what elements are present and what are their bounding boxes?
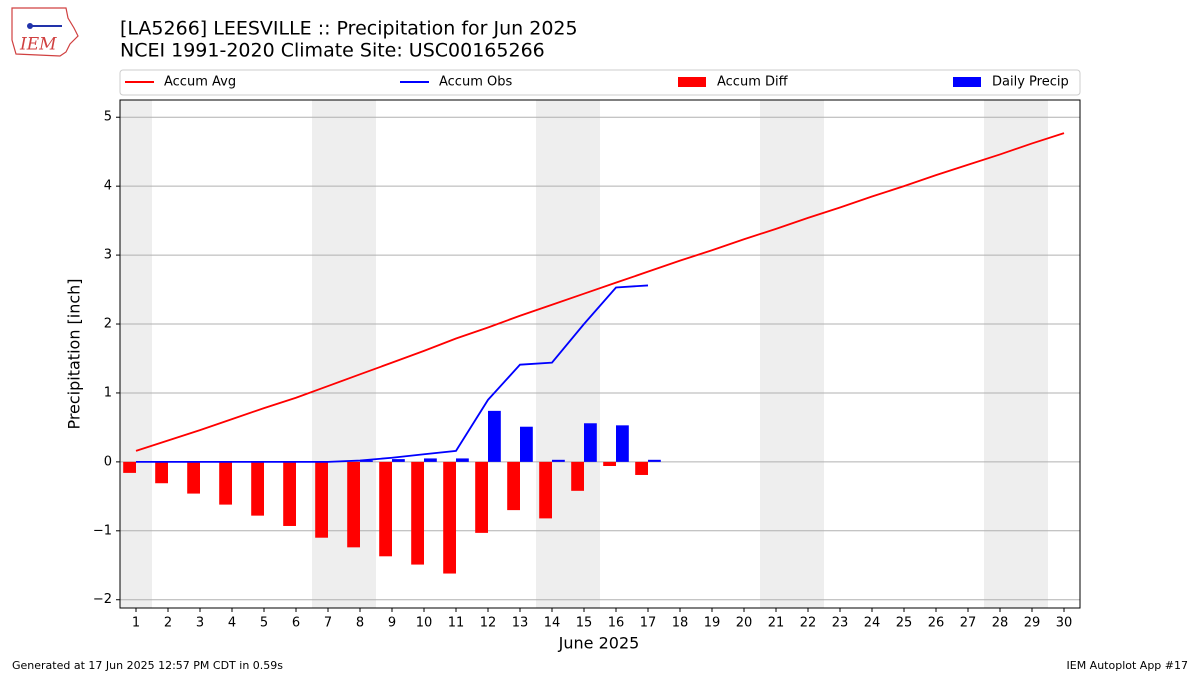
bar xyxy=(347,461,360,548)
chart-subtitle: NCEI 1991-2020 Climate Site: USC00165266 xyxy=(120,40,545,62)
logo: IEM xyxy=(11,7,79,57)
y-tick-label: 0 xyxy=(104,454,112,469)
x-tick-label: 14 xyxy=(544,616,561,631)
weekend-band xyxy=(984,100,1048,608)
footer-right: IEM Autoplot App #17 xyxy=(1067,659,1189,672)
bar xyxy=(392,459,405,462)
line xyxy=(135,132,1065,452)
legend-label: Accum Obs xyxy=(439,75,512,90)
footer-left: Generated at 17 Jun 2025 12:57 PM CDT in… xyxy=(12,659,283,672)
x-tick-label: 13 xyxy=(512,616,529,631)
weekend-band xyxy=(120,100,152,608)
x-tick-label: 30 xyxy=(1056,616,1073,631)
weekend-band xyxy=(760,100,824,608)
y-tick-label: 1 xyxy=(104,385,112,400)
x-tick-label: 12 xyxy=(480,616,497,631)
bar xyxy=(251,461,264,516)
x-tick-label: 22 xyxy=(800,616,817,631)
chart-title: [LA5266] LEESVILLE :: Precipitation for … xyxy=(120,18,578,40)
x-tick-label: 16 xyxy=(608,616,625,631)
bar xyxy=(123,461,136,473)
bar xyxy=(648,459,661,462)
logo-icon xyxy=(27,23,33,29)
x-tick-label: 24 xyxy=(864,616,881,631)
y-tick-label: −2 xyxy=(93,592,112,607)
x-tick-label: 8 xyxy=(356,616,364,631)
bar xyxy=(315,461,328,538)
logo-outline xyxy=(11,7,79,57)
x-tick-label: 20 xyxy=(736,616,753,631)
bar xyxy=(443,461,456,574)
bar xyxy=(520,426,533,462)
x-tick-label: 21 xyxy=(768,616,785,631)
x-tick-label: 25 xyxy=(896,616,913,631)
x-tick-label: 6 xyxy=(292,616,300,631)
legend-box xyxy=(119,69,1081,96)
bar xyxy=(155,461,168,484)
legend-swatch xyxy=(678,77,706,87)
bar xyxy=(584,423,597,462)
bar xyxy=(424,458,437,462)
legend-label: Accum Diff xyxy=(717,75,789,90)
x-tick-label: 10 xyxy=(416,616,433,631)
bar xyxy=(456,458,469,462)
logo-text: IEM xyxy=(19,35,57,55)
bar xyxy=(379,461,392,557)
y-tick-label: 3 xyxy=(104,248,112,263)
bar xyxy=(507,461,520,511)
x-tick-label: 1 xyxy=(132,616,140,631)
x-tick-label: 28 xyxy=(992,616,1009,631)
bar xyxy=(219,461,232,505)
weekend-band xyxy=(536,100,600,608)
bar xyxy=(283,461,296,526)
x-tick-label: 23 xyxy=(832,616,849,631)
bar xyxy=(616,425,629,462)
bar xyxy=(411,461,424,565)
bar xyxy=(360,460,373,462)
bar xyxy=(571,461,584,491)
line xyxy=(136,284,649,463)
x-tick-label: 9 xyxy=(388,616,396,631)
bar xyxy=(603,461,616,467)
bar xyxy=(539,461,552,519)
x-tick-label: 29 xyxy=(1024,616,1041,631)
x-tick-label: 2 xyxy=(164,616,172,631)
x-tick-label: 27 xyxy=(960,616,977,631)
bar xyxy=(488,410,501,462)
bar xyxy=(552,459,565,462)
x-tick-label: 26 xyxy=(928,616,945,631)
x-tick-label: 4 xyxy=(228,616,236,631)
x-tick-label: 7 xyxy=(324,616,332,631)
x-tick-label: 19 xyxy=(704,616,721,631)
x-tick-label: 18 xyxy=(672,616,689,631)
y-tick-label: −1 xyxy=(93,523,112,538)
bar xyxy=(475,461,488,533)
bar xyxy=(635,461,648,475)
legend-swatch xyxy=(953,77,981,87)
y-axis-label: Precipitation [inch] xyxy=(65,278,84,429)
y-tick-label: 2 xyxy=(104,317,112,332)
x-tick-label: 3 xyxy=(196,616,204,631)
plot-frame xyxy=(119,99,1081,609)
legend-label: Daily Precip xyxy=(992,75,1069,90)
x-tick-label: 5 xyxy=(260,616,268,631)
x-tick-label: 17 xyxy=(640,616,657,631)
x-tick-label: 15 xyxy=(576,616,593,631)
legend-label: Accum Avg xyxy=(164,75,236,90)
bar xyxy=(187,461,200,494)
x-axis-label: June 2025 xyxy=(558,634,640,653)
x-tick-label: 11 xyxy=(448,616,465,631)
y-tick-label: 4 xyxy=(104,179,112,194)
y-tick-label: 5 xyxy=(104,110,112,125)
